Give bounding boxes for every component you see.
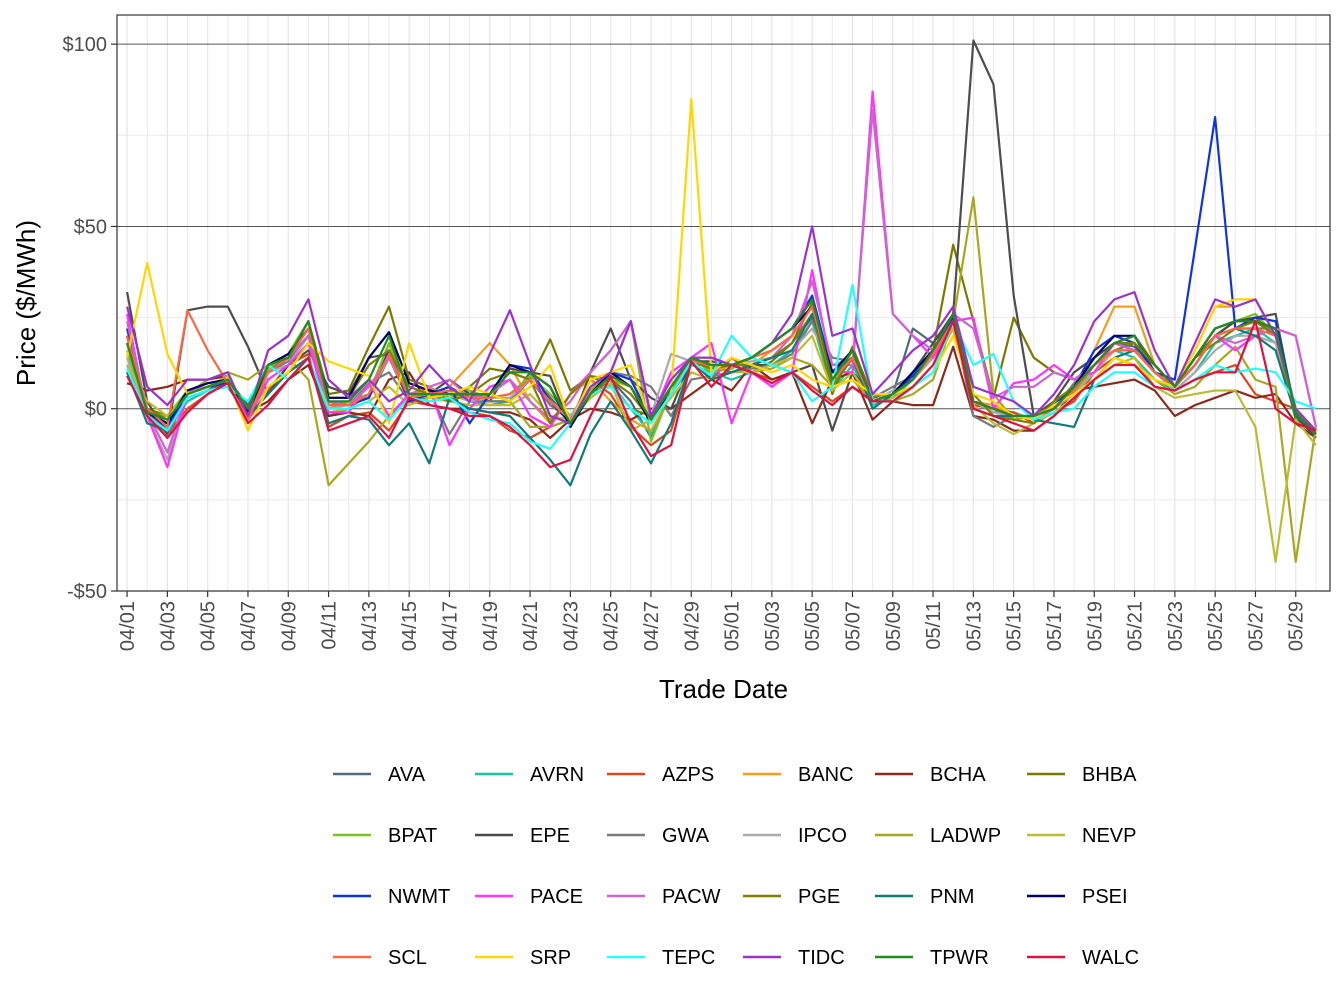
legend-item-azps: AZPS	[607, 764, 714, 786]
legend-item-walc: WALC	[1027, 947, 1139, 969]
y-tick-label: $0	[85, 399, 107, 421]
x-tick-label: 05/03	[762, 601, 784, 651]
x-tick-label: 04/29	[681, 601, 703, 651]
legend-item-bpat: BPAT	[333, 825, 437, 847]
x-tick-label: 05/05	[802, 601, 824, 651]
x-tick-label: 05/11	[923, 601, 945, 650]
legend-label: BPAT	[388, 825, 437, 847]
series-line-pace	[126, 90, 1317, 469]
x-tick-label: 05/17	[1044, 601, 1066, 651]
x-tick-label: 05/01	[722, 601, 744, 651]
legend-label: AVA	[388, 764, 426, 786]
x-tick-label: 04/11	[319, 601, 341, 650]
legend-item-epe: EPE	[475, 825, 570, 847]
x-tick-label: 05/13	[963, 601, 985, 651]
x-tick-label: 04/25	[601, 601, 623, 651]
series-line-epe	[126, 39, 1317, 439]
x-tick-label: 05/15	[1004, 601, 1026, 651]
plot-panel-border	[116, 14, 1331, 592]
legend-label: GWA	[662, 825, 710, 847]
y-tick-label: $50	[74, 216, 107, 238]
x-tick-label: 05/23	[1165, 601, 1187, 651]
x-tick-label: 04/27	[641, 601, 663, 651]
legend-item-nwmt: NWMT	[333, 886, 450, 908]
legend-label: AZPS	[662, 764, 714, 786]
legend-label: TEPC	[662, 947, 715, 969]
legend-item-ipco: IPCO	[743, 825, 847, 847]
legend-item-scl: SCL	[333, 947, 427, 969]
legend-label: BANC	[798, 764, 854, 786]
legend-label: PSEI	[1082, 886, 1128, 908]
legend-label: IPCO	[798, 825, 847, 847]
y-tick-label: -$50	[67, 581, 107, 603]
y-axis-title: Price ($/MWh)	[11, 220, 41, 386]
series-line-walc	[126, 320, 1317, 469]
x-tick-label: 04/03	[157, 601, 179, 651]
x-tick-label: 04/19	[480, 601, 502, 651]
legend-label: TIDC	[798, 947, 845, 969]
x-axis: 04/01 04/03 04/05 04/07 04/09 04/11 04/13 04/15…	[117, 591, 1308, 651]
x-tick-label: 04/23	[560, 601, 582, 651]
legend-label: NEVP	[1082, 825, 1136, 847]
legend-item-srp: SRP	[475, 947, 571, 969]
legend-label: PACE	[530, 886, 583, 908]
legend-item-pge: PGE	[743, 886, 840, 908]
x-tick-label: 05/19	[1084, 601, 1106, 651]
legend-label: LADWP	[930, 825, 1001, 847]
legend-label: TPWR	[930, 947, 989, 969]
gridlines	[117, 15, 1330, 592]
series-line-tpwr	[126, 298, 1317, 435]
x-tick-label: 04/15	[399, 601, 421, 651]
legend-label: PNM	[930, 886, 974, 908]
x-tick-label: 04/07	[238, 601, 260, 651]
legend-label: SRP	[530, 947, 571, 969]
legend-item-avrn: AVRN	[475, 764, 584, 786]
series-line-tidc	[126, 225, 1317, 432]
legend-label: PGE	[798, 886, 840, 908]
legend-item-tpwr: TPWR	[875, 947, 989, 969]
x-tick-label: 04/13	[359, 601, 381, 651]
legend-item-tidc: TIDC	[743, 947, 845, 969]
x-tick-label: 05/09	[883, 601, 905, 651]
series-line-tepc	[126, 283, 1317, 450]
legend-label: WALC	[1082, 947, 1139, 969]
legend-label: NWMT	[388, 886, 450, 908]
legend-label: AVRN	[530, 764, 584, 786]
legend-label: PACW	[662, 886, 721, 908]
legend-item-bcha: BCHA	[875, 764, 986, 786]
x-tick-label: 04/09	[278, 601, 300, 651]
series-line-pacw	[126, 108, 1317, 454]
x-tick-label: 05/25	[1205, 601, 1227, 651]
legend-item-pacw: PACW	[607, 886, 721, 908]
legend-item-pace: PACE	[475, 886, 583, 908]
legend: AVA AVRN AZPS BANC BCHA BHBA BPAT EPE GWA IPCO LAD…	[333, 764, 1139, 969]
legend-item-tepc: TEPC	[607, 947, 715, 969]
legend-item-bhba: BHBA	[1027, 764, 1137, 786]
legend-label: EPE	[530, 825, 570, 847]
legend-item-nevp: NEVP	[1027, 825, 1136, 847]
series-lines	[126, 39, 1317, 563]
legend-item-ava: AVA	[333, 764, 426, 786]
legend-label: SCL	[388, 947, 427, 969]
legend-item-ladwp: LADWP	[875, 825, 1001, 847]
y-tick-label: $100	[63, 34, 108, 56]
x-tick-label: 05/21	[1125, 601, 1147, 651]
legend-item-psei: PSEI	[1027, 886, 1128, 908]
x-tick-label: 05/27	[1245, 601, 1267, 651]
x-tick-label: 04/05	[198, 601, 220, 651]
x-axis-title: Trade Date	[659, 674, 788, 704]
x-tick-label: 04/21	[520, 601, 542, 651]
x-tick-label: 04/01	[117, 601, 139, 651]
x-tick-label: 05/29	[1286, 601, 1308, 651]
legend-label: BCHA	[930, 764, 986, 786]
legend-label: BHBA	[1082, 764, 1137, 786]
y-axis: -$50 $0 $50 $100	[63, 34, 117, 603]
x-tick-label: 05/07	[842, 601, 864, 651]
x-tick-label: 04/17	[439, 601, 461, 651]
legend-item-banc: BANC	[743, 764, 854, 786]
legend-item-gwa: GWA	[607, 825, 710, 847]
legend-item-pnm: PNM	[875, 886, 974, 908]
